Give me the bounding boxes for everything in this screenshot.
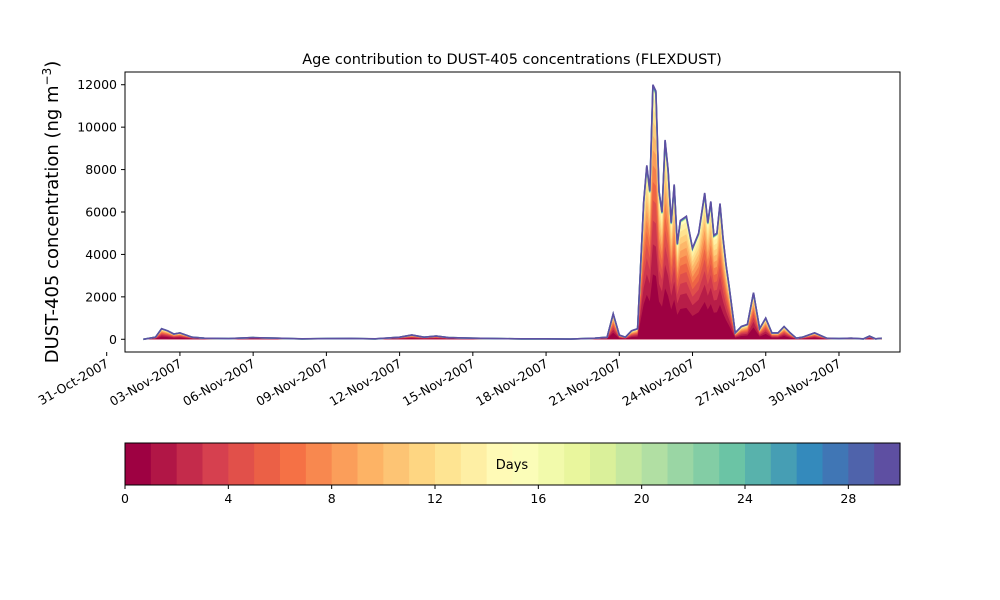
y-axis: 0 2000 4000 6000 8000 10000 12000 [77,77,125,347]
colorbar-bin [125,443,152,485]
colorbar-tick-label: 12 [427,491,443,506]
colorbar-bin [796,443,824,485]
colorbar-bin [409,443,436,485]
age-line-4 [143,84,882,341]
colorbar-frame [124,442,901,486]
colorbar-bin [512,443,539,485]
age-line-2 [143,86,882,341]
colorbar-tick-label: 4 [224,491,232,506]
colorbar-bin [822,443,849,485]
age-stacked-areas [143,84,882,340]
colorbar-label: Days [496,458,529,473]
y-tick-label: 4000 [85,247,117,262]
colorbar-bin [254,443,281,485]
colorbar-tick-label: 24 [737,491,753,506]
y-tick-label: 8000 [85,162,117,177]
colorbar-tick-label: 28 [840,491,856,506]
y-axis-label-exponent: −3 [40,68,54,86]
colorbar-bin [641,443,669,485]
x-tick-label: 18-Nov-2007 [473,356,550,409]
x-tick-label: 24-Nov-2007 [620,356,697,409]
y-tick-label: 0 [109,332,117,347]
age-layer-4 [143,200,882,340]
colorbar-bin [486,443,514,485]
x-tick-label: 30-Nov-2007 [766,356,843,409]
colorbar-bin [590,443,617,485]
colorbar-bin [357,443,384,485]
x-axis: 31-Oct-200703-Nov-200706-Nov-200709-Nov-… [36,352,843,409]
age-layer-10 [143,109,882,340]
chart-title: Age contribution to DUST-405 concentrati… [302,52,722,68]
colorbar-bin [874,443,901,485]
y-tick-label: 2000 [85,289,117,304]
age-layer-7 [143,150,882,340]
colorbar-bin [176,443,204,485]
colorbar-tick-label: 16 [530,491,546,506]
colorbar-bin [615,443,643,485]
age-series-lines [143,84,882,341]
x-tick-label: 15-Nov-2007 [400,356,477,409]
age-line-3 [143,85,882,341]
plot-area [143,84,882,341]
age-layer-8 [143,135,882,340]
x-tick-label: 12-Nov-2007 [327,356,404,409]
colorbar: Days 0 4 8 12 16 20 24 28 [121,442,901,506]
colorbar-tick-label: 20 [634,491,650,506]
colorbar-ticks: 0 4 8 12 16 20 24 28 [121,485,856,506]
colorbar-bin [331,443,359,485]
age-line-1 [143,88,882,341]
colorbar-tick-label: 0 [121,491,129,506]
x-tick-label: 09-Nov-2007 [253,356,330,409]
age-layer-1 [143,274,882,340]
colorbar-bin [693,443,720,485]
colorbar-bin [305,443,333,485]
plot-frame [124,71,901,353]
colorbar-bin [745,443,772,485]
y-axis-label: DUST-405 concentration (ng m−3) [40,61,63,364]
age-layer-9 [143,122,882,340]
x-tick-label: 21-Nov-2007 [546,356,623,409]
colorbar-bin [435,443,462,485]
colorbar-bin [202,443,229,485]
y-axis-label-suffix: ) [42,61,63,68]
colorbar-bin [460,443,488,485]
y-tick-label: 10000 [77,120,117,135]
age-layer-6 [143,165,882,340]
colorbar-bin [228,443,255,485]
colorbar-bin [770,443,798,485]
y-tick-label: 12000 [77,77,117,92]
age-layer-5 [143,182,882,340]
colorbar-bin [383,443,410,485]
colorbar-tick-label: 8 [328,491,336,506]
age-layer-2 [143,244,882,340]
y-axis-label-text: DUST-405 concentration (ng m [42,85,63,363]
colorbar-bin [538,443,565,485]
colorbar-bin [667,443,694,485]
colorbar-bin [280,443,307,485]
x-tick-label: 03-Nov-2007 [107,356,184,409]
age-layer-11 [143,96,882,340]
colorbar-bin [848,443,875,485]
colorbar-bins [125,443,901,485]
age-layer-3 [143,220,882,340]
colorbar-bin [150,443,178,485]
x-tick-label: 06-Nov-2007 [180,356,257,409]
colorbar-bin [719,443,746,485]
y-tick-label: 6000 [85,205,117,220]
age-layer-12 [143,84,882,340]
x-tick-label: 27-Nov-2007 [693,356,770,409]
colorbar-bin [564,443,591,485]
